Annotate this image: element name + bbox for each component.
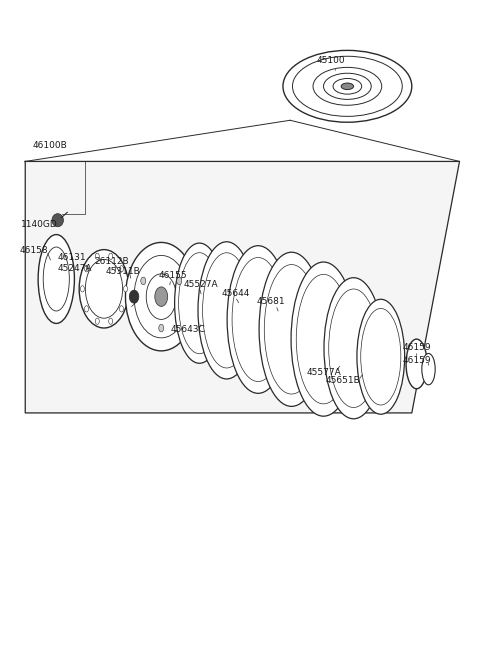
Text: 46155: 46155	[159, 271, 188, 280]
Ellipse shape	[259, 252, 324, 406]
Ellipse shape	[227, 246, 289, 394]
Ellipse shape	[108, 318, 113, 324]
Ellipse shape	[108, 253, 113, 260]
Ellipse shape	[341, 83, 354, 90]
Ellipse shape	[43, 247, 69, 311]
Text: 45681: 45681	[257, 297, 285, 306]
Ellipse shape	[84, 266, 88, 272]
Text: 45644: 45644	[222, 289, 250, 298]
Text: 45577A: 45577A	[307, 368, 342, 377]
Ellipse shape	[52, 214, 63, 227]
Text: 45643C: 45643C	[171, 325, 205, 334]
Ellipse shape	[357, 299, 405, 414]
Ellipse shape	[203, 253, 251, 368]
Ellipse shape	[79, 250, 129, 328]
Ellipse shape	[296, 274, 351, 404]
Ellipse shape	[84, 306, 88, 312]
Text: 45247A: 45247A	[58, 264, 92, 273]
Ellipse shape	[264, 264, 319, 394]
Text: 26112B: 26112B	[95, 257, 129, 266]
Ellipse shape	[38, 235, 74, 323]
Ellipse shape	[361, 308, 401, 405]
Text: 45527A: 45527A	[184, 279, 218, 289]
Ellipse shape	[179, 253, 220, 354]
Text: 45311B: 45311B	[106, 267, 140, 276]
Text: 45100: 45100	[316, 56, 345, 65]
Ellipse shape	[120, 266, 123, 272]
Ellipse shape	[134, 255, 189, 338]
Text: 46131: 46131	[58, 253, 86, 262]
Text: 1140GD: 1140GD	[21, 220, 57, 230]
Ellipse shape	[175, 243, 224, 363]
Ellipse shape	[232, 258, 284, 382]
Ellipse shape	[155, 287, 168, 306]
Ellipse shape	[329, 289, 378, 407]
Ellipse shape	[120, 306, 123, 312]
Ellipse shape	[291, 262, 356, 416]
Ellipse shape	[125, 243, 197, 351]
Ellipse shape	[85, 259, 122, 318]
Text: 46158: 46158	[20, 247, 48, 255]
Text: 46159: 46159	[402, 343, 431, 352]
Ellipse shape	[406, 339, 427, 389]
Text: 45651B: 45651B	[326, 376, 360, 385]
Ellipse shape	[123, 285, 128, 292]
Ellipse shape	[81, 285, 84, 292]
Text: 46159: 46159	[402, 356, 431, 365]
Ellipse shape	[159, 324, 164, 332]
Ellipse shape	[96, 253, 99, 260]
Ellipse shape	[198, 242, 255, 379]
Ellipse shape	[324, 277, 383, 419]
Ellipse shape	[146, 274, 176, 319]
Ellipse shape	[129, 290, 139, 303]
Ellipse shape	[422, 354, 435, 385]
Text: 46100B: 46100B	[33, 140, 67, 150]
Ellipse shape	[177, 277, 182, 285]
Ellipse shape	[96, 318, 99, 324]
Ellipse shape	[141, 277, 146, 285]
Polygon shape	[25, 161, 459, 413]
